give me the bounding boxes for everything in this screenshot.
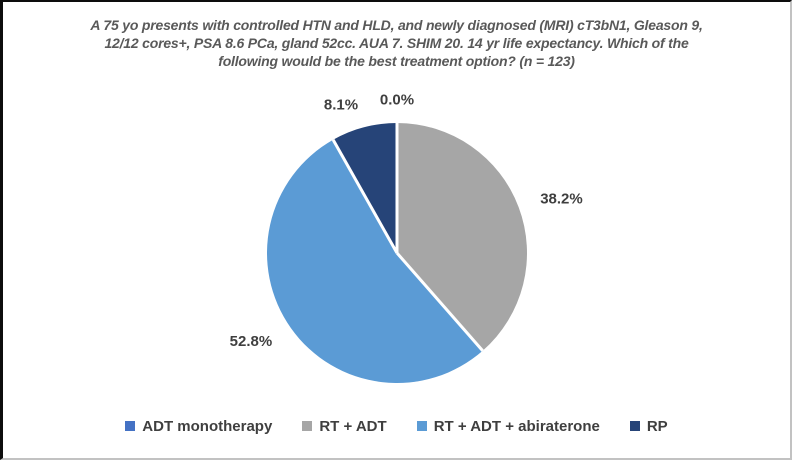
slice-separator — [395, 252, 484, 352]
legend-label: ADT monotherapy — [142, 417, 273, 435]
chart-title-line-2: 12/12 cores+, PSA 8.6 PCa, gland 52cc. A… — [104, 35, 689, 51]
slice-value-label-1: 38.2% — [540, 191, 583, 208]
legend-label: RT + ADT + abiraterone — [433, 417, 600, 435]
slice-value-label-0: 0.0% — [380, 92, 414, 109]
chart-title: A 75 yo presents with controlled HTN and… — [3, 16, 790, 70]
legend-label: RP — [646, 417, 668, 435]
legend-item-0: ADT monotherapy — [125, 418, 272, 435]
chart-title-line-1: A 75 yo presents with controlled HTN and… — [90, 17, 703, 33]
pie-slice-3 — [333, 123, 397, 253]
chart-legend: ADT monotherapy RT + ADT RT + ADT + abirat… — [3, 414, 790, 438]
slice-value-label-2: 52.8% — [230, 333, 273, 350]
legend-swatch-icon — [416, 421, 427, 431]
slice-value-label-3: 8.1% — [324, 97, 358, 114]
legend-item-2: RT + ADT + abiraterone — [416, 417, 600, 435]
pie-slice-1 — [397, 123, 528, 351]
legend-swatch-icon — [125, 421, 136, 431]
slice-separator — [331, 139, 399, 254]
legend-swatch-icon — [629, 421, 640, 431]
chart-title-line-3: following would be the best treatment op… — [218, 53, 575, 69]
legend-item-3: RP — [629, 417, 668, 435]
legend-label: RT + ADT — [319, 417, 387, 435]
pie-slice-2 — [267, 139, 483, 383]
legend-swatch-icon — [302, 421, 313, 431]
legend-item-1: RT + ADT — [302, 417, 387, 435]
